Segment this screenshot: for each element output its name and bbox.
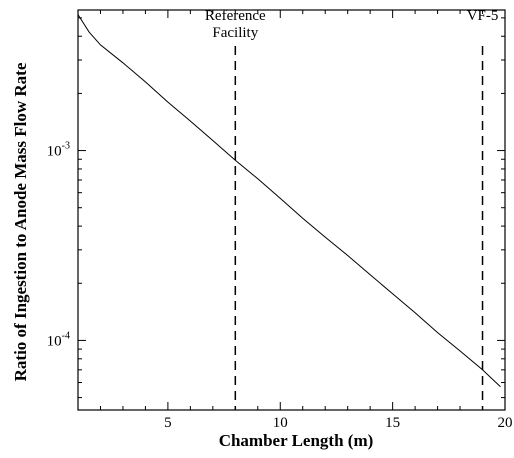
x-tick-label: 10 xyxy=(273,415,288,431)
x-axis: 5 10 15 20 xyxy=(77,10,513,431)
annotation-label-0-0: Reference xyxy=(205,8,266,24)
y-tick-label: 10-4 xyxy=(47,330,70,349)
plot-frame xyxy=(77,9,506,411)
series-line-0 xyxy=(77,14,501,388)
annotation-label-1-0: VF-5 xyxy=(467,8,499,24)
x-tick-label: 5 xyxy=(164,415,172,431)
plot-area xyxy=(77,9,506,411)
x-axis-title: Chamber Length (m) xyxy=(219,431,374,450)
x-tick-label: 20 xyxy=(498,415,513,431)
x-tick-label: 15 xyxy=(385,415,400,431)
annotation-label-0-1: Facility xyxy=(212,25,258,41)
y-axis: 10-3 10-4 xyxy=(47,17,505,399)
y-tick-label: 10-3 xyxy=(47,141,70,160)
y-axis-title: Ratio of Ingestion to Anode Mass Flow Ra… xyxy=(11,62,30,381)
